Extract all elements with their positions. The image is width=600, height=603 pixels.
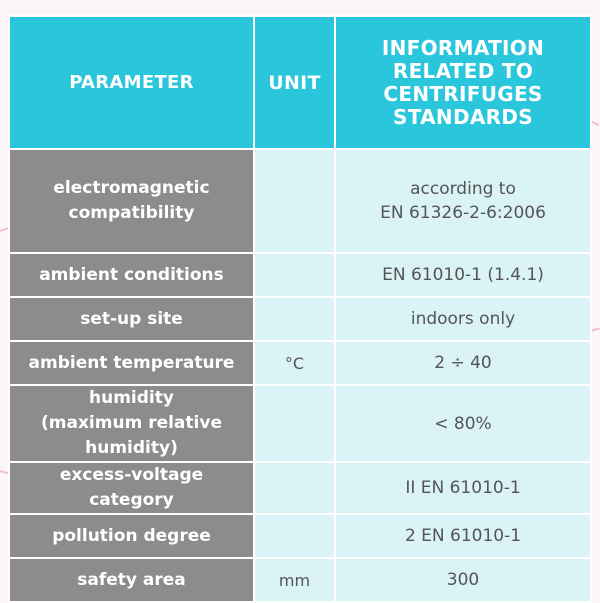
info-cell: indoors only (334, 296, 592, 342)
unit-cell (253, 252, 336, 298)
table-header-row: PARAMETER UNIT INFORMATION RELATED TO CE… (8, 15, 592, 150)
parameter-cell: safety area (8, 557, 255, 603)
table-row: excess-voltage category II EN 61010-1 (8, 461, 592, 515)
parameter-cell: set-up site (8, 296, 255, 342)
table-row: pollution degree 2 EN 61010-1 (8, 513, 592, 559)
table-row: set-up site indoors only (8, 296, 592, 342)
parameter-cell: ambient temperature (8, 340, 255, 386)
header-parameter: PARAMETER (8, 15, 255, 150)
unit-cell (253, 148, 336, 254)
table-row: ambient conditions EN 61010-1 (1.4.1) (8, 252, 592, 298)
header-unit: UNIT (253, 15, 336, 150)
centrifuge-specifications-table: PARAMETER UNIT INFORMATION RELATED TO CE… (8, 15, 592, 603)
parameter-cell: electromagnetic compatibility (8, 148, 255, 254)
header-information: INFORMATION RELATED TO CENTRIFUGES STAND… (334, 15, 592, 150)
table-row: humidity (maximum relative humidity) < 8… (8, 384, 592, 463)
info-cell: according to EN 61326-2-6:2006 (334, 148, 592, 254)
parameter-cell: excess-voltage category (8, 461, 255, 515)
parameter-cell: ambient conditions (8, 252, 255, 298)
unit-cell (253, 296, 336, 342)
info-cell: 2 EN 61010-1 (334, 513, 592, 559)
info-cell: 2 ÷ 40 (334, 340, 592, 386)
info-cell: < 80% (334, 384, 592, 463)
parameter-cell: humidity (maximum relative humidity) (8, 384, 255, 463)
parameter-cell: pollution degree (8, 513, 255, 559)
table-row: electromagnetic compatibility according … (8, 148, 592, 254)
info-cell: EN 61010-1 (1.4.1) (334, 252, 592, 298)
unit-cell: mm (253, 557, 336, 603)
info-cell: II EN 61010-1 (334, 461, 592, 515)
table-row: ambient temperature °C 2 ÷ 40 (8, 340, 592, 386)
unit-cell (253, 384, 336, 463)
unit-cell (253, 461, 336, 515)
unit-cell: °C (253, 340, 336, 386)
table-row: safety area mm 300 (8, 557, 592, 603)
info-cell: 300 (334, 557, 592, 603)
unit-cell (253, 513, 336, 559)
